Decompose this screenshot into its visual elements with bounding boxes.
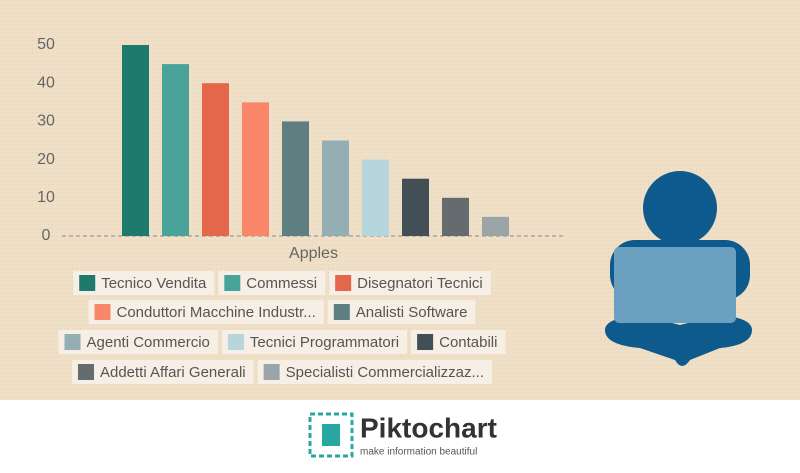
y-tick-label: 40: [37, 74, 55, 91]
legend-box: [71, 360, 254, 384]
bar: [282, 121, 309, 236]
legend-item: Disegnatori Tecnici: [329, 271, 491, 295]
legend-label: Tecnici Programmatori: [250, 334, 399, 351]
legend-label: Disegnatori Tecnici: [357, 275, 483, 292]
bar: [402, 178, 429, 236]
bar: [162, 64, 189, 236]
legend-label: Agenti Commercio: [87, 334, 210, 351]
legend-swatch: [77, 364, 94, 380]
legend-swatch: [64, 334, 81, 350]
bar: [322, 140, 349, 236]
y-tick-label: 0: [42, 227, 51, 244]
bar: [242, 102, 269, 236]
tagline: make information beautiful: [360, 447, 477, 458]
legend-label: Addetti Affari Generali: [100, 364, 246, 381]
person-icon: [605, 171, 752, 366]
legend-swatch: [417, 334, 434, 350]
legend-box: [73, 271, 215, 295]
legend-item: Addetti Affari Generali: [71, 360, 254, 384]
legend-box: [329, 271, 491, 295]
bar: [202, 83, 229, 236]
legend-item: Agenti Commercio: [58, 330, 218, 354]
legend-swatch: [79, 275, 96, 291]
legend-swatch: [227, 334, 244, 350]
legend-swatch: [335, 275, 352, 291]
legend-swatch: [333, 304, 350, 320]
legend-label: Analisti Software: [356, 304, 468, 321]
legend-swatch: [94, 304, 111, 320]
y-tick-label: 20: [37, 151, 55, 168]
legend-box: [58, 330, 218, 354]
legend-label: Conduttori Macchine Industr...: [117, 304, 316, 321]
legend-box: [327, 300, 476, 324]
legend-item: Tecnici Programmatori: [221, 330, 408, 354]
legend-item: Conduttori Macchine Industr...: [88, 300, 324, 324]
legend-item: Analisti Software: [327, 300, 476, 324]
legend-label: Contabili: [439, 334, 497, 351]
legend-swatch: [224, 275, 241, 291]
legend-item: Contabili: [411, 330, 506, 354]
legend-box: [221, 330, 408, 354]
logo: Piktochart make information beautiful: [308, 412, 497, 458]
bar: [482, 216, 509, 236]
x-tick-label: Apples: [289, 245, 338, 262]
brand: Piktochart: [360, 412, 497, 443]
legend-label: Specialisti Commercializzaz...: [286, 364, 484, 381]
plot: 0 10 20 30 40 50 Apples Tecnico Vendita Commessi…: [37, 36, 565, 384]
legend-box: [257, 360, 493, 384]
legend-label: Tecnico Vendita: [101, 275, 207, 292]
bar: [442, 197, 469, 236]
legend-label: Commessi: [246, 275, 317, 292]
y-tick-label: 10: [37, 189, 55, 206]
legend-item: Tecnico Vendita: [73, 271, 215, 295]
legend-item: Specialisti Commercializzaz...: [257, 360, 493, 384]
bar: [122, 45, 149, 236]
legend-swatch: [263, 364, 280, 380]
y-tick-label: 50: [37, 36, 55, 53]
y-tick-label: 30: [37, 113, 55, 130]
legend-box: [88, 300, 324, 324]
bar: [362, 159, 389, 236]
legend-item: Commessi: [218, 271, 326, 295]
